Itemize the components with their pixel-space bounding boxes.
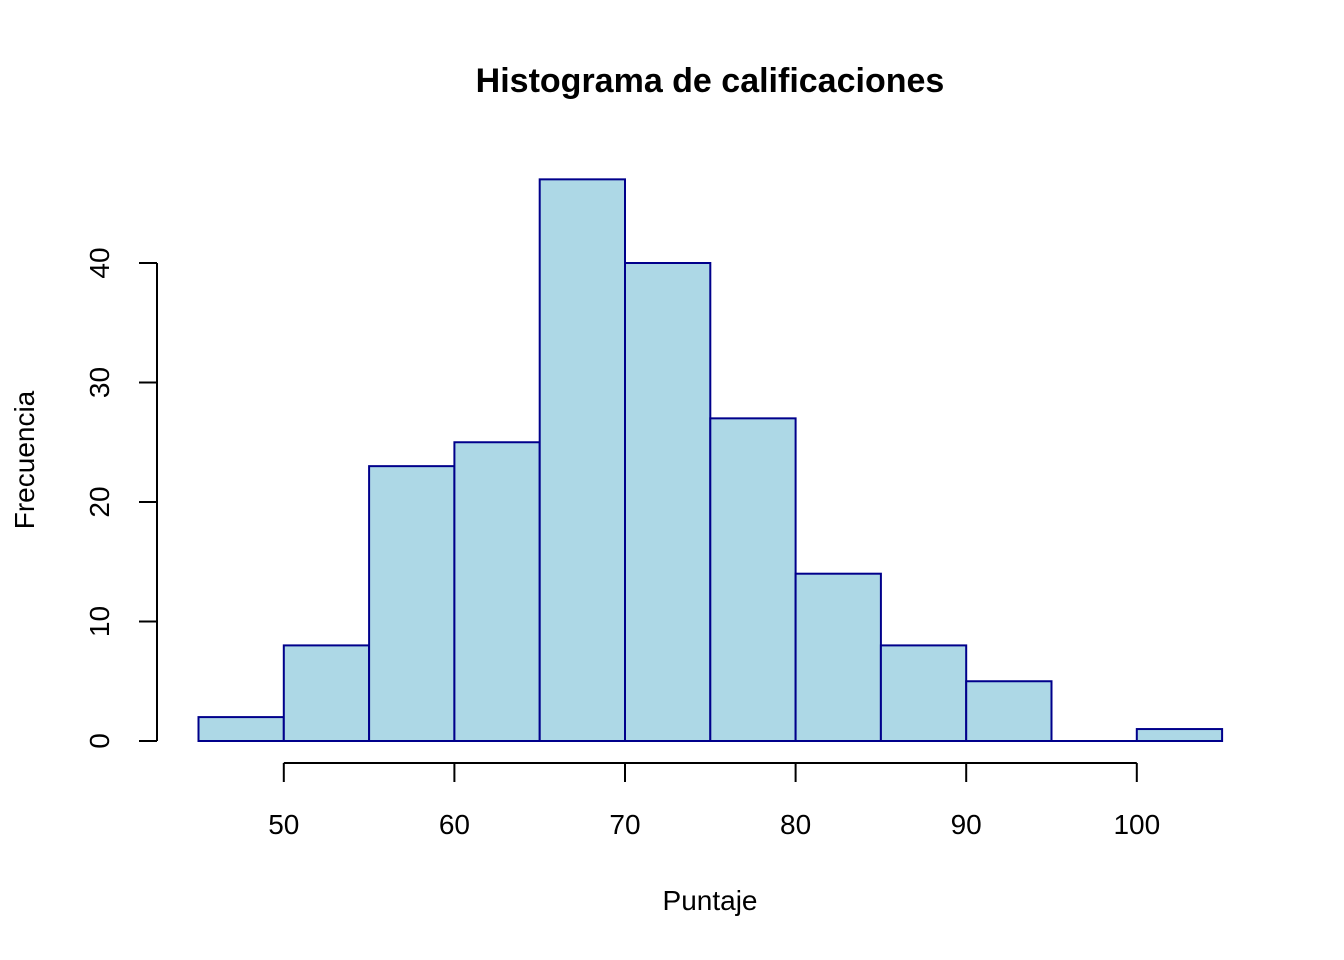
y-tick-label: 30 [84, 367, 115, 398]
x-tick-label: 100 [1113, 809, 1160, 840]
histogram-bar [624, 262, 712, 742]
histogram-bar [879, 644, 968, 743]
histogram-bar [282, 644, 371, 743]
x-tick-label: 90 [951, 809, 982, 840]
y-tick-label: 10 [84, 606, 115, 637]
x-axis-label: Puntaje [663, 885, 758, 916]
histogram-bar [538, 178, 627, 743]
histogram-bar [1135, 728, 1224, 742]
x-axis-ticks: 50 60 70 80 90 100 [268, 763, 1160, 840]
y-axis-ticks: 0 10 20 30 40 [84, 247, 157, 749]
histogram-bar [794, 572, 882, 743]
x-tick-label: 60 [439, 809, 470, 840]
chart-title: Histograma de calificaciones [476, 62, 945, 100]
histogram-bar [453, 441, 541, 742]
y-axis-label: Frecuencia [9, 390, 40, 529]
histogram-bar [197, 716, 285, 742]
histogram-bar [965, 680, 1053, 742]
histogram-bar [709, 417, 797, 742]
y-tick-label: 0 [84, 733, 115, 749]
y-tick-label: 40 [84, 247, 115, 278]
histogram-bars [197, 178, 1224, 743]
y-tick-label: 20 [84, 486, 115, 517]
histogram-bar [368, 465, 456, 742]
x-tick-label: 50 [268, 809, 299, 840]
x-tick-label: 70 [609, 809, 640, 840]
x-tick-label: 80 [780, 809, 811, 840]
